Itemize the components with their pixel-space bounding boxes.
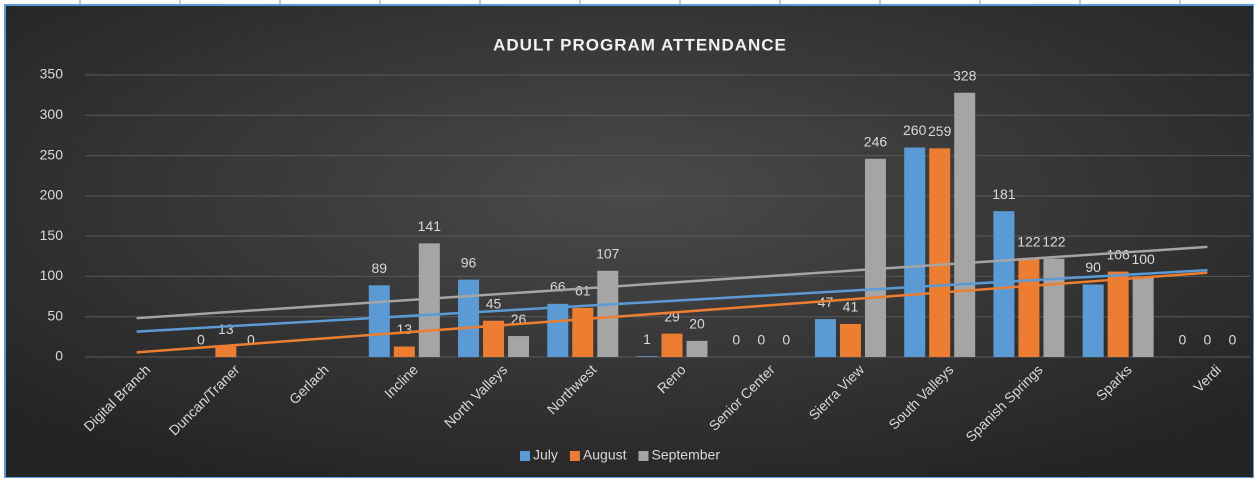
data-label: 90 [1085,259,1101,275]
y-tick-label: 150 [40,227,64,243]
data-label: 20 [689,316,705,332]
data-label: 96 [461,254,477,270]
data-label: 0 [782,332,790,348]
bar [547,303,569,357]
data-label: 61 [575,283,591,299]
bar [508,336,530,357]
y-tick-label: 50 [47,307,63,323]
legend-swatch [520,451,530,461]
data-label: 181 [992,186,1016,202]
bar [215,346,237,357]
data-label: 89 [372,260,388,276]
bar [572,307,594,357]
legend-label: August [583,447,627,463]
data-label: 0 [757,332,765,348]
bar [636,356,658,357]
data-label: 29 [664,308,680,324]
data-label: 45 [486,295,502,311]
data-label: 122 [1017,233,1041,249]
legend-swatch [638,451,649,461]
data-label: 246 [864,133,888,149]
data-label: 328 [953,67,977,83]
bar [929,148,951,357]
data-label: 141 [418,218,442,234]
data-label: 66 [550,279,566,295]
bar [814,319,836,357]
data-label: 1 [643,331,651,347]
data-label: 259 [928,123,952,139]
data-label: 13 [397,321,413,337]
y-tick-label: 0 [55,348,63,364]
trendline [136,271,1208,354]
data-label: 107 [596,245,620,261]
bar [597,270,619,357]
data-label: 0 [197,332,205,348]
bar [839,323,861,357]
bar [1132,276,1154,357]
data-label: 0 [247,332,255,348]
y-tick-label: 350 [40,66,64,82]
bar [483,320,505,357]
data-label: 122 [1042,233,1066,249]
data-label: 100 [1131,251,1155,267]
legend-swatch [569,451,580,461]
bar [393,346,415,357]
bar [954,92,976,358]
legend-label: July [533,447,558,463]
data-label: 0 [1228,332,1236,348]
bar [1018,258,1040,357]
data-label: 106 [1106,246,1130,262]
bar [418,243,440,357]
data-label: 13 [218,321,234,337]
y-tick-label: 300 [40,106,64,122]
chart-area [4,4,1254,478]
bar [458,279,480,357]
y-tick-label: 200 [40,187,64,203]
bar [661,333,683,357]
bar [1082,284,1104,357]
data-label: 41 [843,299,859,315]
trendline [136,245,1208,320]
data-label: 260 [903,122,927,138]
y-tick-label: 250 [40,146,64,162]
bar [864,158,886,357]
trendline [136,268,1208,333]
y-tick-label: 100 [40,267,64,283]
bar [993,211,1015,357]
data-label: 0 [1178,332,1186,348]
legend-label: September [652,447,721,463]
data-label: 0 [1203,332,1211,348]
bar [368,285,390,357]
bar [1107,271,1129,357]
data-label: 0 [732,332,740,348]
chart-title: ADULT PROGRAM ATTENDANCE [493,35,787,54]
bar [686,340,708,357]
bar [904,147,926,357]
bar [1043,258,1065,357]
